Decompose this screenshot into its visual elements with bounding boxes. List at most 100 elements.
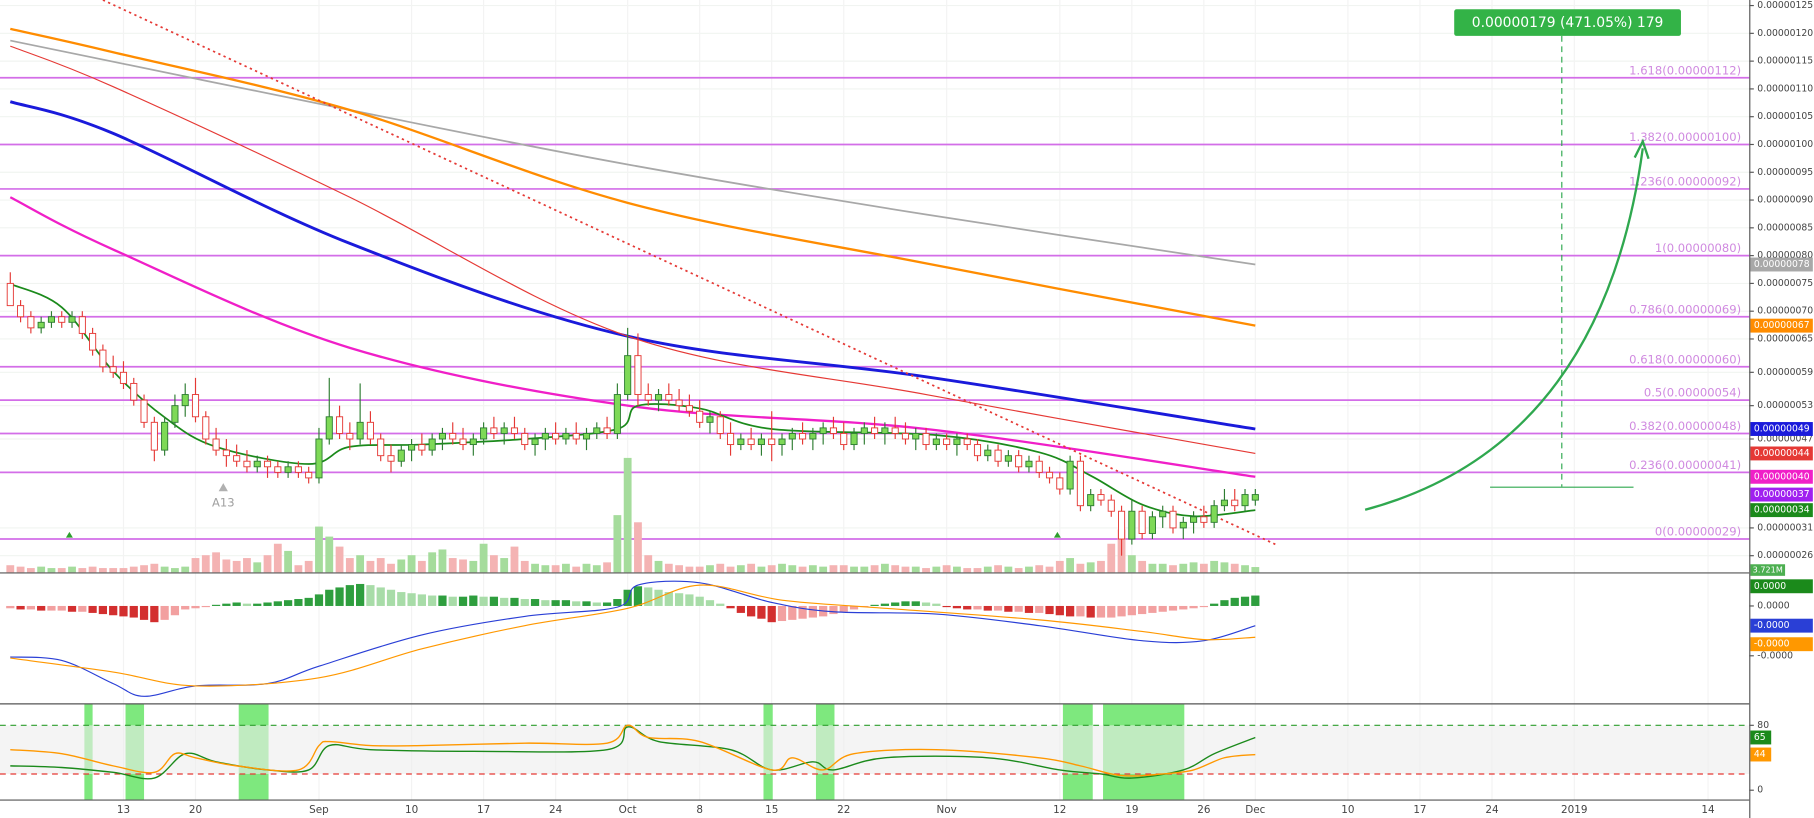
moving-average [10, 39, 1256, 266]
macd-histogram-bar [109, 605, 118, 616]
volume-bar [448, 558, 457, 573]
macd-histogram-bar [325, 589, 334, 606]
volume-bar [829, 565, 838, 573]
trendline [102, 0, 1277, 546]
candle-body [78, 316, 86, 334]
macd-histogram-bar [201, 605, 210, 608]
macd-histogram-bar [901, 601, 910, 606]
y-tick-label: 0.00000120 [1757, 28, 1813, 39]
macd-histogram-bar [1199, 605, 1208, 608]
price-tag [1750, 446, 1813, 461]
macd-histogram-bar [1158, 605, 1167, 612]
price-tag-label: 0.00000037 [1754, 489, 1810, 500]
candle-body [377, 438, 385, 457]
y-tick-label: -0.0000 [1757, 650, 1793, 661]
candle-body [387, 455, 395, 462]
fib-label: 1.618(0.00000112) [1629, 63, 1741, 77]
macd-histogram-bar [777, 605, 787, 622]
macd-histogram-bar [335, 587, 344, 606]
macd-histogram-bar [1117, 605, 1126, 617]
candle-body [428, 438, 436, 451]
candle-body [850, 432, 858, 446]
x-tick-label: 10 [405, 804, 418, 816]
volume-bar [1241, 565, 1249, 573]
projection-arrowhead [1633, 138, 1650, 160]
price-tag [1750, 257, 1813, 272]
y-tick-label: 0 [1757, 785, 1763, 796]
volume-bar [150, 563, 159, 573]
candle-body [799, 432, 807, 440]
macd-histogram-bar [849, 605, 859, 610]
candle-body [737, 438, 745, 446]
macd-histogram-bar [88, 605, 97, 613]
volume-bar [788, 565, 797, 573]
x-tick-label: 17 [477, 804, 490, 816]
volume-bar [366, 560, 375, 573]
macd-histogram-bar [78, 605, 87, 612]
candle-body [202, 416, 210, 440]
candle-body [346, 432, 354, 440]
y-tick-label: 0.00000047 [1757, 433, 1813, 444]
volume-bar [675, 565, 684, 573]
macd-histogram-bar [510, 597, 519, 606]
candle-body [37, 321, 45, 329]
macd-histogram-bar [211, 604, 221, 606]
candle-body [1138, 510, 1146, 534]
candle-body [582, 432, 591, 440]
macd-histogram-bar [242, 603, 252, 606]
candle-body [1159, 510, 1167, 518]
candle-body [593, 427, 601, 434]
volume-bar [798, 566, 807, 573]
volume-bar [1189, 562, 1198, 573]
price-tag-label: 0.0000 [1754, 581, 1786, 592]
candle-body [1148, 516, 1156, 534]
candle-body [510, 427, 519, 434]
price-tag [1750, 579, 1813, 594]
macd-histogram-bar [932, 603, 941, 606]
y-tick-label: 0.00000115 [1757, 56, 1813, 67]
candle-body [438, 432, 446, 440]
x-tick-label: 22 [837, 804, 850, 816]
projection-arrow [1364, 148, 1644, 511]
volume-bar [335, 546, 344, 573]
candle-body [17, 305, 25, 318]
price-tag-label: -0.0000 [1754, 620, 1790, 631]
candle-body [449, 432, 457, 440]
volume-bar [26, 568, 35, 573]
volume-bar [1251, 567, 1260, 573]
volume-bar [16, 566, 25, 573]
volume-bar [171, 568, 179, 573]
candle-body [973, 444, 982, 457]
x-tick-label: Dec [1245, 804, 1265, 816]
price-tag [1750, 503, 1813, 518]
x-tick-label: 26 [1197, 804, 1210, 816]
candle-body [1097, 494, 1105, 501]
macd-histogram-bar [489, 596, 499, 606]
volume-bar [140, 565, 148, 573]
candle-body [500, 427, 508, 434]
volume-bar [1004, 566, 1013, 573]
y-tick-label: 0.00000085 [1757, 222, 1813, 233]
volume-bar [428, 552, 437, 573]
candle-body [89, 332, 97, 351]
volume-bar [634, 522, 642, 573]
annotation: A13 [212, 495, 235, 509]
y-tick-label: 0.00000095 [1757, 167, 1813, 178]
candle-body [521, 432, 529, 446]
macd-histogram-bar [129, 605, 138, 618]
volume-bar [747, 563, 756, 573]
candle-body [130, 382, 138, 401]
y-tick-label: 0.00000026 [1757, 550, 1813, 561]
macd-histogram-bar [829, 605, 838, 615]
macd-histogram-bar [839, 605, 848, 612]
macd-histogram-bar [345, 585, 354, 606]
macd-histogram-bar [551, 600, 560, 606]
macd-histogram-bar [294, 599, 303, 606]
candle-body [68, 316, 76, 323]
volume-bar [685, 566, 694, 573]
candle-body [953, 438, 961, 446]
macd-histogram-bar [139, 605, 149, 620]
macd-histogram-bar [160, 605, 169, 620]
volume-bar [819, 566, 828, 573]
